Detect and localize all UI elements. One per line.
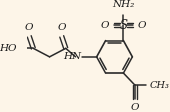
Text: O: O: [131, 103, 139, 112]
Text: O: O: [138, 21, 147, 30]
Text: HN: HN: [63, 52, 81, 61]
Text: CH₃: CH₃: [149, 81, 169, 89]
Text: O: O: [100, 21, 109, 30]
Text: O: O: [57, 23, 66, 32]
Text: HO: HO: [0, 44, 17, 53]
Text: S: S: [120, 19, 128, 32]
Text: O: O: [25, 23, 33, 32]
Text: NH₂: NH₂: [112, 0, 135, 9]
